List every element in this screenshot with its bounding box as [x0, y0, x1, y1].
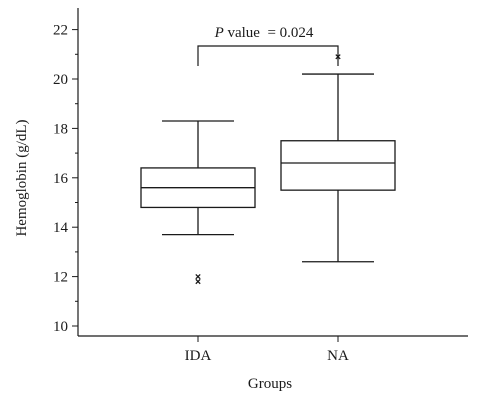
significance-annotation: P value = 0.024 — [197, 25, 339, 66]
y-tick-label: 14 — [53, 220, 69, 236]
x-tick-label-na: NA — [327, 348, 349, 364]
box-group-ida — [140, 120, 256, 285]
y-tick-label: 12 — [53, 270, 68, 286]
outlier-point — [195, 278, 201, 285]
boxes — [140, 54, 396, 285]
p-symbol: P — [214, 25, 224, 41]
y-ticks: 10 12 14 16 18 20 22 — [53, 23, 78, 335]
y-tick-label: 22 — [53, 23, 68, 39]
p-value-text: value = 0.024 — [224, 25, 314, 41]
x-tick-label-ida: IDA — [185, 348, 212, 364]
axes — [77, 8, 468, 337]
box-group-na — [280, 54, 396, 263]
x-ticks: IDA NA — [185, 336, 349, 364]
y-tick-label: 20 — [53, 72, 68, 88]
p-value-label: P value = 0.024 — [214, 25, 314, 41]
y-tick-label: 18 — [53, 121, 68, 137]
significance-bracket — [197, 45, 339, 66]
y-tick-label: 10 — [53, 319, 68, 335]
y-axis-label: Hemoglobin (g/dL) — [14, 119, 30, 236]
x-axis-label: Groups — [248, 376, 292, 392]
outlier-point — [195, 273, 201, 280]
y-tick-label: 16 — [53, 171, 69, 187]
iqr-box — [280, 140, 396, 191]
